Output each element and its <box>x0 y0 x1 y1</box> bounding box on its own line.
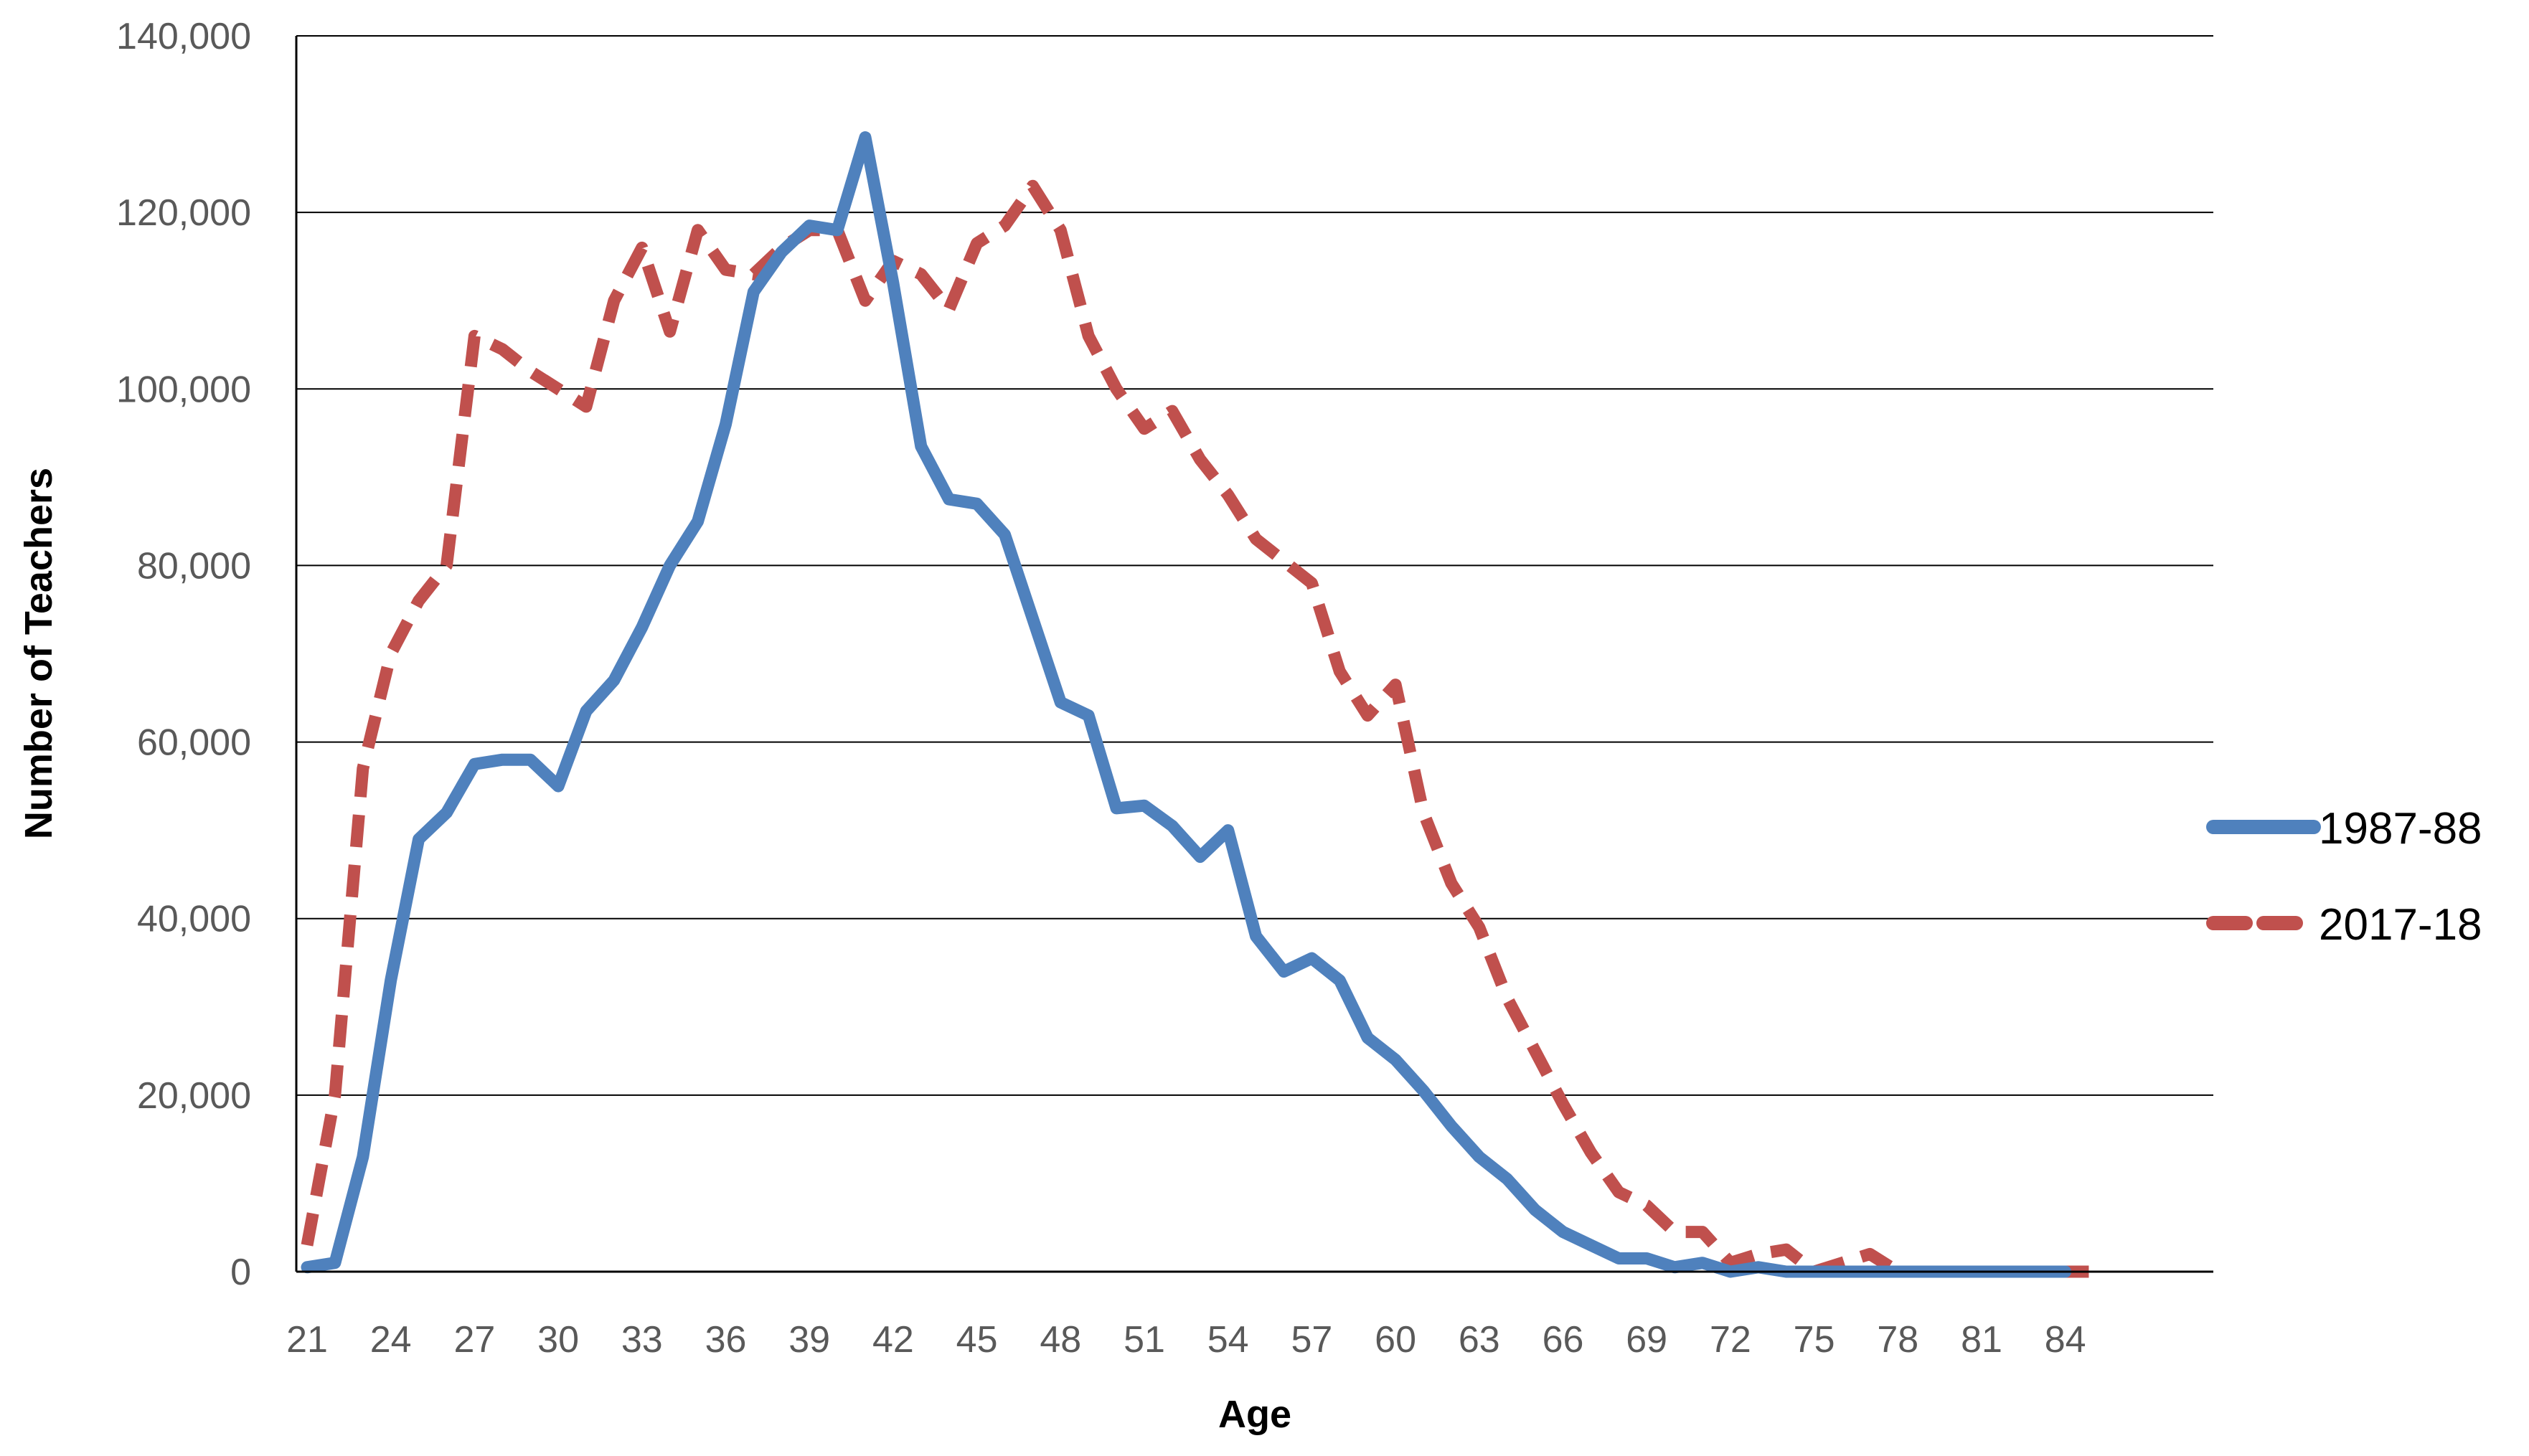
series-line-2017-18 <box>301 179 2094 1278</box>
series-lines <box>301 131 2094 1278</box>
x-tick-label: 69 <box>1626 1319 1667 1361</box>
y-tick-label: 120,000 <box>116 192 251 234</box>
x-tick-label: 39 <box>788 1319 830 1361</box>
x-tick-label: 21 <box>286 1319 328 1361</box>
x-tick-label: 75 <box>1794 1319 1835 1361</box>
x-tick-label: 42 <box>872 1319 914 1361</box>
x-tick-label: 78 <box>1877 1319 1918 1361</box>
x-tick-label: 48 <box>1040 1319 1081 1361</box>
x-tick-label: 24 <box>370 1319 412 1361</box>
x-tick-label: 57 <box>1291 1319 1332 1361</box>
y-tick-label: 140,000 <box>116 16 251 57</box>
legend-label-1987-88: 1987-88 <box>2319 804 2482 854</box>
series-line-1987-88 <box>301 131 2072 1278</box>
x-tick-label: 45 <box>956 1319 998 1361</box>
y-tick-label: 20,000 <box>137 1075 251 1117</box>
x-tick-label: 54 <box>1207 1319 1249 1361</box>
y-tick-label: 60,000 <box>137 722 251 764</box>
x-tick-label: 27 <box>453 1319 495 1361</box>
legend-label-2017-18: 2017-18 <box>2319 900 2482 950</box>
x-tick-label: 66 <box>1543 1319 1584 1361</box>
y-tick-label: 80,000 <box>137 545 251 587</box>
x-axis-ticks: 21 24 27 30 33 36 39 42 45 48 51 54 57 60 63 66 69 72 75 78… <box>286 1319 2086 1361</box>
legend: 1987-88 2017-18 <box>2206 804 2482 950</box>
x-axis-title: Age <box>1218 1393 1291 1436</box>
x-tick-label: 63 <box>1459 1319 1500 1361</box>
x-tick-label: 72 <box>1710 1319 1751 1361</box>
x-tick-label: 51 <box>1124 1319 1165 1361</box>
y-tick-label: 40,000 <box>137 899 251 940</box>
x-tick-label: 30 <box>537 1319 579 1361</box>
y-axis-ticks: 0 20,000 40,000 60,000 80,000 100,000 120,000 1… <box>116 16 251 1293</box>
x-tick-label: 84 <box>2045 1319 2086 1361</box>
y-tick-label: 100,000 <box>116 369 251 410</box>
x-tick-label: 36 <box>705 1319 747 1361</box>
x-tick-label: 81 <box>1961 1319 2002 1361</box>
y-tick-label: 0 <box>230 1252 251 1293</box>
gridlines <box>296 35 2213 1096</box>
y-axis-title: Number of Teachers <box>17 468 60 839</box>
x-tick-label: 33 <box>621 1319 663 1361</box>
x-tick-label: 60 <box>1375 1319 1416 1361</box>
